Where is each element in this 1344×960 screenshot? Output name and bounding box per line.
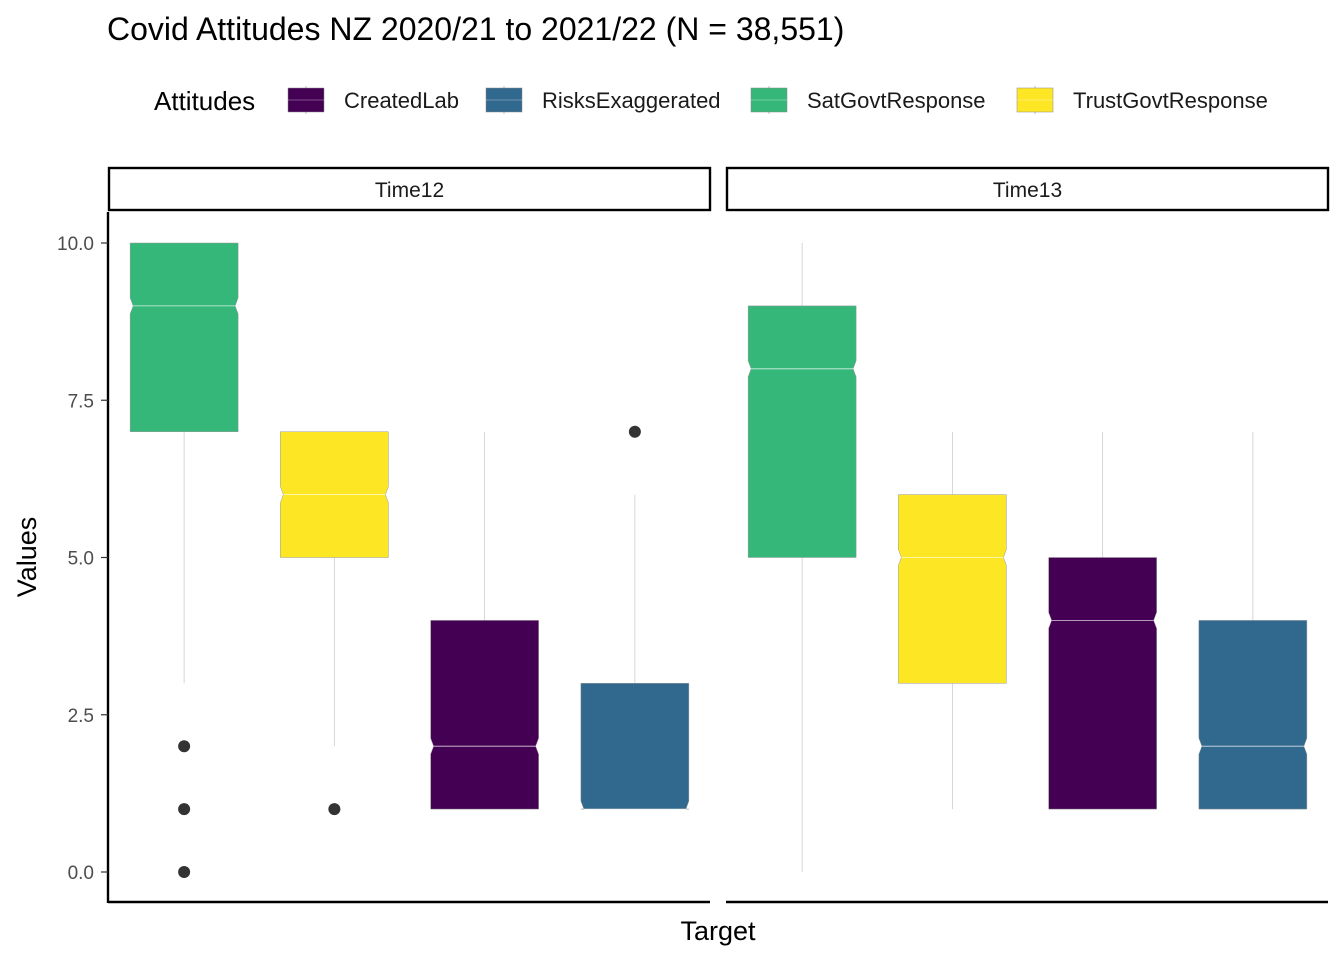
facet-strip <box>107 166 712 212</box>
legend-label-createdlab: CreatedLab <box>344 88 459 113</box>
box-body <box>747 305 857 558</box>
legend-label-satgovtresponse: SatGovtResponse <box>807 88 986 113</box>
facet-strip-label: Time12 <box>375 179 444 202</box>
legend-entry-createdlab: CreatedLab <box>287 86 459 114</box>
outlier-point <box>328 803 341 816</box>
facet-panels: Time12 Time13 <box>107 166 1330 904</box>
x-axis-title: Target <box>680 916 756 946</box>
box-time13-risksexaggerated <box>1198 431 1308 810</box>
legend-label-trustgovtresponse: TrustGovtResponse <box>1073 88 1268 113</box>
y-tick-label: 5.0 <box>68 549 94 570</box>
legend: Attitudes CreatedLab RisksExaggerated SatG… <box>154 86 1268 116</box>
y-tick-label: 0.0 <box>68 863 94 884</box>
outlier-point <box>178 803 191 816</box>
facet-panel-time13: Time13 <box>725 166 1330 904</box>
box-time13-trustgovtresponse <box>898 431 1007 810</box>
box-time12-createdlab <box>430 431 539 810</box>
y-tick-label: 2.5 <box>68 706 94 727</box>
box-time12-risksexaggerated <box>580 425 690 810</box>
legend-entry-trustgovtresponse: TrustGovtResponse <box>1016 86 1268 114</box>
box-time12-trustgovtresponse <box>280 431 389 816</box>
outlier-point <box>178 740 191 753</box>
facet-panel-time12: Time12 <box>107 166 712 904</box>
box-body <box>580 683 690 810</box>
box-body <box>1048 557 1157 810</box>
facet-strip-label: Time13 <box>993 179 1062 202</box>
legend-label-risksexaggerated: RisksExaggerated <box>542 88 721 113</box>
box-body <box>430 620 539 810</box>
box-time13-createdlab <box>1048 431 1157 810</box>
box-body <box>1198 620 1308 810</box>
legend-entry-risksexaggerated: RisksExaggerated <box>485 86 721 114</box>
y-axis-title: Values <box>12 517 42 598</box>
y-axis: 0.0 2.5 5.0 7.5 10.0 <box>57 212 110 903</box>
box-body <box>898 494 1007 684</box>
box-body <box>129 242 239 432</box>
y-tick-label: 7.5 <box>68 391 94 412</box>
y-tick-label: 10.0 <box>57 234 94 255</box>
outlier-point <box>628 425 641 438</box>
legend-title: Attitudes <box>154 86 255 116</box>
box-time13-satgovtresponse <box>747 243 857 872</box>
legend-entry-satgovtresponse: SatGovtResponse <box>750 86 986 114</box>
facet-strip <box>725 166 1330 212</box>
box-time12-satgovtresponse <box>129 242 239 878</box>
outlier-point <box>178 866 191 878</box>
chart-title: Covid Attitudes NZ 2020/21 to 2021/22 (N… <box>107 11 844 47</box>
